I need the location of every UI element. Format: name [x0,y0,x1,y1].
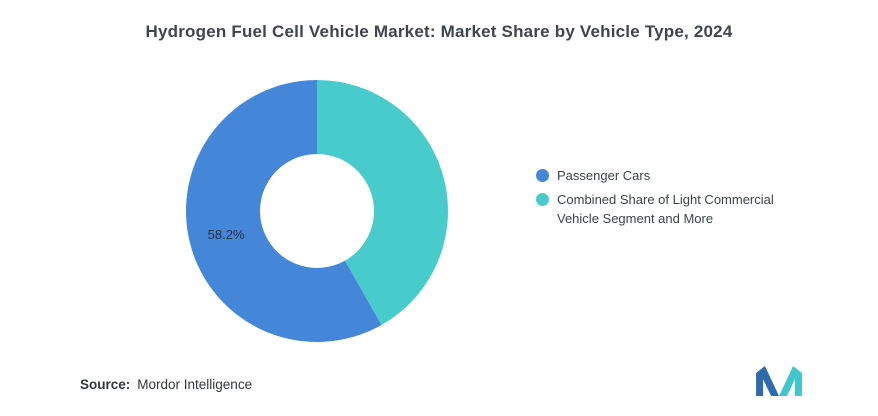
legend-label: Passenger Cars [557,168,651,183]
legend-swatch-icon [536,169,549,182]
legend-swatch-icon [536,193,549,207]
slice-value-label: 58.2% [208,227,245,242]
donut-chart: 58.2% [186,80,448,342]
legend: Passenger Cars Combined Share of Light Co… [536,167,797,228]
legend-item: Combined Share of Light Commercial Vehic… [536,191,797,228]
source-label: Source: [80,377,131,392]
logo-left-shape [756,366,779,396]
chart-title: Hydrogen Fuel Cell Vehicle Market: Marke… [145,22,733,41]
donut-slice [317,80,448,325]
source-value: Mordor Intelligence [137,377,253,392]
legend-label: Combined Share of Light Commercial Vehic… [557,192,774,226]
source-line: Source: Mordor Intelligence [80,377,252,392]
legend-item: Passenger Cars [536,167,797,185]
mordor-intelligence-logo [756,366,802,396]
logo-right-shape [779,366,802,396]
donut-slice [186,80,382,342]
